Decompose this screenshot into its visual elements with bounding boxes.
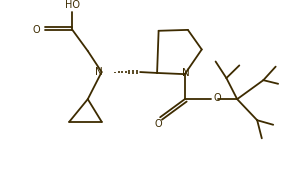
- Text: N: N: [182, 68, 190, 78]
- Text: O: O: [32, 25, 40, 35]
- Text: O: O: [213, 93, 221, 103]
- Text: HO: HO: [65, 0, 80, 10]
- Text: O: O: [155, 119, 162, 129]
- Text: N: N: [95, 67, 103, 77]
